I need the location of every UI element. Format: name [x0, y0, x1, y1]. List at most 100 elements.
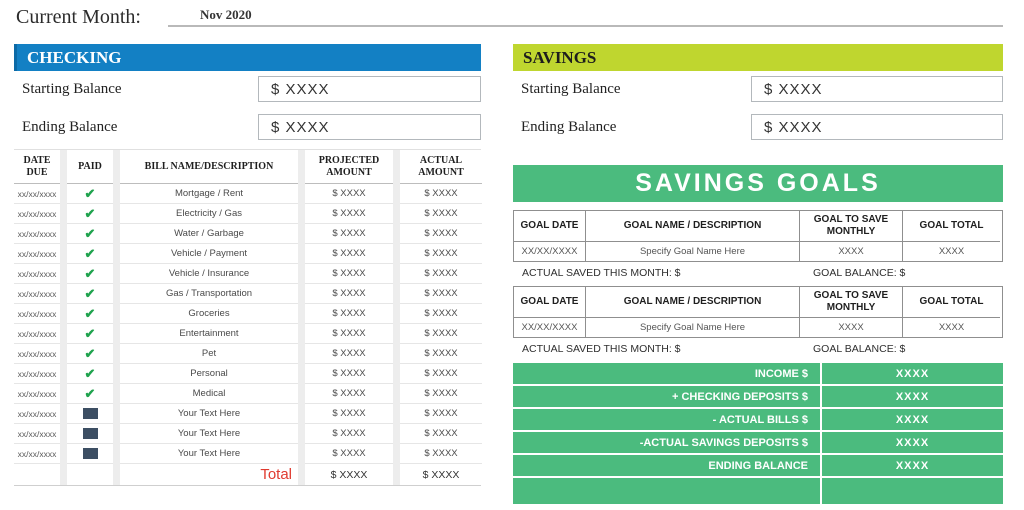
- bill-date-cell[interactable]: xx/xx/xxxx: [14, 304, 60, 324]
- bill-date-cell[interactable]: xx/xx/xxxx: [14, 184, 60, 204]
- bill-projected-cell[interactable]: $ XXXX: [305, 304, 393, 324]
- bill-name-cell[interactable]: Vehicle / Insurance: [120, 264, 298, 284]
- bill-date-cell[interactable]: xx/xx/xxxx: [14, 364, 60, 384]
- bill-projected-cell[interactable]: $ XXXX: [305, 244, 393, 264]
- bill-actual-cell[interactable]: $ XXXX: [400, 224, 482, 244]
- bill-paid-cell[interactable]: ✔: [67, 364, 113, 384]
- bill-date-cell[interactable]: xx/xx/xxxx: [14, 424, 60, 444]
- check-icon: ✔: [84, 246, 96, 261]
- bill-actual-cell[interactable]: $ XXXX: [400, 204, 482, 224]
- goal-monthly-cell[interactable]: XXXX: [800, 241, 903, 261]
- bill-name-cell[interactable]: Vehicle / Payment: [120, 244, 298, 264]
- goal-monthly-cell[interactable]: XXXX: [800, 317, 903, 337]
- bill-date-cell[interactable]: xx/xx/xxxx: [14, 204, 60, 224]
- goal-total-cell[interactable]: XXXX: [903, 241, 1000, 261]
- bill-date-cell[interactable]: xx/xx/xxxx: [14, 244, 60, 264]
- bill-date-cell[interactable]: xx/xx/xxxx: [14, 384, 60, 404]
- bill-name-cell[interactable]: Pet: [120, 344, 298, 364]
- bill-paid-cell[interactable]: [67, 444, 113, 464]
- goal-date-cell[interactable]: XX/XX/XXXX: [514, 317, 586, 337]
- bill-name-cell[interactable]: Your Text Here: [120, 404, 298, 424]
- bill-paid-cell[interactable]: ✔: [67, 244, 113, 264]
- bill-actual-cell[interactable]: $ XXXX: [400, 424, 482, 444]
- bill-paid-cell[interactable]: ✔: [67, 184, 113, 204]
- bill-projected-cell[interactable]: $ XXXX: [305, 384, 393, 404]
- goal-date-cell[interactable]: XX/XX/XXXX: [514, 241, 586, 261]
- bills-table-row: xx/xx/xxxx ✔ Water / Garbage $ XXXX $ XXXX: [14, 224, 482, 244]
- summary-row-value-cell[interactable]: XXXX: [822, 455, 1003, 476]
- total-projected-cell[interactable]: $ XXXX: [305, 464, 393, 485]
- summary-row-value-cell[interactable]: XXXX: [822, 432, 1003, 453]
- bill-actual-cell[interactable]: $ XXXX: [400, 284, 482, 304]
- bill-paid-cell[interactable]: ✔: [67, 224, 113, 244]
- savings-starting-balance-input[interactable]: $ XXXX: [751, 76, 1003, 102]
- bill-paid-cell[interactable]: [67, 404, 113, 424]
- bill-date-cell[interactable]: xx/xx/xxxx: [14, 224, 60, 244]
- bill-paid-cell[interactable]: ✔: [67, 284, 113, 304]
- bill-projected-cell[interactable]: $ XXXX: [305, 284, 393, 304]
- bill-date-cell[interactable]: xx/xx/xxxx: [14, 324, 60, 344]
- bill-actual-cell[interactable]: $ XXXX: [400, 324, 482, 344]
- total-label: Total: [120, 464, 298, 485]
- bill-name-cell[interactable]: Personal: [120, 364, 298, 384]
- bill-date-cell[interactable]: xx/xx/xxxx: [14, 344, 60, 364]
- bill-actual-cell[interactable]: $ XXXX: [400, 264, 482, 284]
- bill-paid-cell[interactable]: ✔: [67, 204, 113, 224]
- bill-projected-cell[interactable]: $ XXXX: [305, 404, 393, 424]
- bill-name-cell[interactable]: Electricity / Gas: [120, 204, 298, 224]
- starting-balance-label: Starting Balance: [22, 80, 122, 97]
- summary-row-value-cell[interactable]: [822, 478, 1003, 504]
- bill-projected-cell[interactable]: $ XXXX: [305, 224, 393, 244]
- total-actual-cell[interactable]: $ XXXX: [400, 464, 482, 485]
- bill-name-cell[interactable]: Your Text Here: [120, 424, 298, 444]
- bill-name-cell[interactable]: Groceries: [120, 304, 298, 324]
- bill-actual-cell[interactable]: $ XXXX: [400, 184, 482, 204]
- bill-date-cell[interactable]: xx/xx/xxxx: [14, 264, 60, 284]
- check-icon: ✔: [84, 226, 96, 241]
- bill-date-cell[interactable]: xx/xx/xxxx: [14, 284, 60, 304]
- goal-total-cell[interactable]: XXXX: [903, 317, 1000, 337]
- current-month-field[interactable]: Nov 2020: [200, 7, 252, 22]
- bill-projected-cell[interactable]: $ XXXX: [305, 204, 393, 224]
- goal-balance-label: GOAL BALANCE: $: [813, 267, 906, 279]
- summary-row-value-cell[interactable]: XXXX: [822, 409, 1003, 430]
- bill-name-cell[interactable]: Gas / Transportation: [120, 284, 298, 304]
- actual-saved-label: ACTUAL SAVED THIS MONTH: $: [522, 267, 681, 279]
- bill-actual-cell[interactable]: $ XXXX: [400, 364, 482, 384]
- bill-projected-cell[interactable]: $ XXXX: [305, 364, 393, 384]
- bill-paid-cell[interactable]: ✔: [67, 344, 113, 364]
- savings-ending-balance-input[interactable]: $ XXXX: [751, 114, 1003, 140]
- bill-actual-cell[interactable]: $ XXXX: [400, 244, 482, 264]
- bill-projected-cell[interactable]: $ XXXX: [305, 444, 393, 464]
- bill-date-cell[interactable]: xx/xx/xxxx: [14, 404, 60, 424]
- bill-actual-cell[interactable]: $ XXXX: [400, 304, 482, 324]
- bill-name-cell[interactable]: Your Text Here: [120, 444, 298, 464]
- bill-paid-cell[interactable]: ✔: [67, 324, 113, 344]
- bill-paid-cell[interactable]: ✔: [67, 384, 113, 404]
- goal-name-cell[interactable]: Specify Goal Name Here: [586, 317, 800, 337]
- bill-paid-cell[interactable]: ✔: [67, 304, 113, 324]
- bill-actual-cell[interactable]: $ XXXX: [400, 344, 482, 364]
- summary-row-value-cell[interactable]: XXXX: [822, 386, 1003, 407]
- bill-projected-cell[interactable]: $ XXXX: [305, 324, 393, 344]
- goal-name-cell[interactable]: Specify Goal Name Here: [586, 241, 800, 261]
- bill-projected-cell[interactable]: $ XXXX: [305, 424, 393, 444]
- summary-row-value-cell[interactable]: XXXX: [822, 363, 1003, 384]
- bill-paid-cell[interactable]: ✔: [67, 264, 113, 284]
- bill-projected-cell[interactable]: $ XXXX: [305, 184, 393, 204]
- bill-paid-cell[interactable]: [67, 424, 113, 444]
- summary-row-label: INCOME $: [513, 363, 820, 384]
- bill-date-cell[interactable]: xx/xx/xxxx: [14, 444, 60, 464]
- bill-name-cell[interactable]: Water / Garbage: [120, 224, 298, 244]
- bill-actual-cell[interactable]: $ XXXX: [400, 404, 482, 424]
- checking-ending-balance-input[interactable]: $ XXXX: [258, 114, 481, 140]
- bill-actual-cell[interactable]: $ XXXX: [400, 384, 482, 404]
- bill-name-cell[interactable]: Medical: [120, 384, 298, 404]
- checking-starting-balance-input[interactable]: $ XXXX: [258, 76, 481, 102]
- bill-projected-cell[interactable]: $ XXXX: [305, 344, 393, 364]
- bill-name-cell[interactable]: Mortgage / Rent: [120, 184, 298, 204]
- bill-actual-cell[interactable]: $ XXXX: [400, 444, 482, 464]
- bill-projected-cell[interactable]: $ XXXX: [305, 264, 393, 284]
- bill-name-cell[interactable]: Entertainment: [120, 324, 298, 344]
